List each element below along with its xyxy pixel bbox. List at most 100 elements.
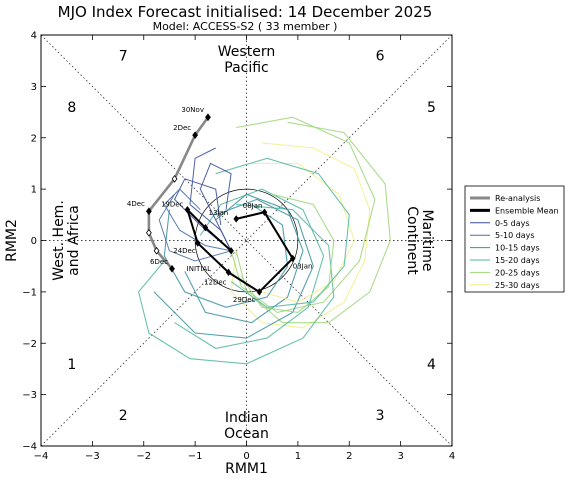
guide-diagonal-1	[40, 34, 453, 447]
legend-entry-label: 0-5 days	[495, 219, 530, 228]
y-tick-label: 1	[31, 185, 37, 196]
plot-area: 30Nov 2Dec 4Dec 6Dec INITIAL 19Dec 24Dec 12Dec…	[40, 34, 453, 447]
ensemble-member-line	[215, 157, 350, 308]
ensemble-member-line	[240, 193, 335, 313]
legend-entry-label: 15-20 days	[495, 256, 540, 265]
early-member-line	[158, 194, 232, 262]
phase-guide-lines	[40, 34, 453, 447]
ensemble-mean-date-label: 03Jan	[293, 262, 313, 270]
ensemble-mean-point	[261, 208, 268, 216]
ensemble-member-line	[184, 193, 304, 324]
chart-title: MJO Index Forecast initialised: 14 Decem…	[58, 3, 433, 21]
ensemble-member-line	[153, 198, 314, 339]
phase-number: 8	[67, 100, 76, 116]
ensemble-member-line	[251, 162, 355, 303]
ensemble-mean-date-label: 13Jan	[209, 209, 229, 217]
x-tick-label: −1	[188, 451, 203, 462]
x-tick-label: −3	[85, 451, 100, 462]
reanalysis-point	[171, 174, 178, 183]
reanalysis-date-label: 30Nov	[181, 106, 204, 114]
y-tick-label: −1	[22, 287, 37, 298]
legend-entry-label: Ensemble Mean	[495, 206, 559, 215]
reanalysis-point	[205, 113, 211, 122]
y-axis-label: RMM2	[4, 219, 20, 262]
phase-number: 3	[376, 408, 385, 424]
ensemble-mean-date-label: 08Jan	[243, 202, 263, 210]
ensemble-mean-point	[202, 223, 209, 232]
x-tick-label: 3	[397, 451, 403, 462]
region-label-left-line1: West. Hem.	[51, 200, 67, 281]
legend: Re-analysis Ensemble Mean 0-5 days 5-10 day…	[464, 185, 565, 293]
phase-number: 7	[119, 49, 128, 65]
region-label-right-line2: Continent	[404, 206, 420, 275]
reanalysis-date-label: 4Dec	[127, 200, 145, 208]
ensemble-mean-date-label: 29Dec	[233, 296, 256, 304]
y-tick-label: 2	[31, 133, 37, 144]
legend-entry-label: 20-25 days	[495, 268, 540, 277]
reanalysis-date-label: 6Dec	[150, 258, 168, 266]
ensemble-member-line	[230, 142, 371, 329]
y-tick-label: 3	[31, 82, 37, 93]
ensemble-member-line	[174, 188, 325, 349]
region-label-top-line1: Western	[218, 44, 275, 60]
reanalysis-point	[145, 207, 152, 216]
reanalysis-point	[145, 228, 152, 237]
early-member-line	[163, 188, 232, 252]
region-label-bottom-line2: Ocean	[224, 426, 269, 442]
phase-number: 1	[67, 357, 76, 373]
x-tick-label: −2	[136, 451, 151, 462]
legend-box	[464, 185, 565, 293]
legend-entry-label: 25-30 days	[495, 281, 540, 290]
early-member-line	[199, 162, 232, 252]
ensemble-mean-point	[233, 215, 240, 223]
y-tick-label: 4	[31, 31, 37, 42]
reanalysis-point	[192, 131, 199, 140]
ensemble-mean-date-label: 12Dec	[204, 278, 227, 286]
ensemble-mean-track: INITIAL 19Dec 24Dec 12Dec 29Dec 03Jan 08Jan 13J…	[161, 201, 312, 304]
ensemble-members	[137, 116, 391, 365]
ensemble-mean-date-label: INITIAL	[187, 265, 211, 273]
x-tick-label: 0	[243, 451, 249, 462]
ensemble-mean-point	[194, 239, 201, 247]
y-tick-label: −4	[22, 442, 37, 453]
legend-entry-label: 5-10 days	[495, 231, 535, 240]
phase-number: 4	[427, 357, 436, 373]
ensemble-mean-point	[256, 288, 263, 296]
x-axis-label: RMM1	[225, 461, 268, 477]
reanalysis-line	[147, 116, 210, 270]
y-tick-label: −3	[22, 390, 37, 401]
ensemble-mean-date-label: 19Dec	[161, 201, 184, 209]
ensemble-mean-point	[289, 254, 296, 263]
y-tick-label: −2	[22, 339, 37, 350]
region-label-left-line2: and Africa	[66, 205, 82, 276]
axes: −4 −3 −2 −1 0 1 2 3 4 −4 −3 −2 −1 0 1 2 3 4 RMM1 RMM2	[4, 31, 455, 478]
chart-subtitle: Model: ACCESS-S2 ( 33 member )	[153, 20, 338, 33]
reanalysis-point	[153, 246, 160, 255]
x-tick-label: 1	[295, 451, 301, 462]
region-label-top-line2: Pacific	[224, 60, 269, 76]
region-label-right-line1: Maritime	[419, 210, 435, 272]
x-tick-label: −4	[34, 451, 49, 462]
early-member-line	[189, 147, 232, 252]
phase-number: 6	[376, 49, 385, 65]
ensemble-mean-point	[184, 205, 191, 214]
x-tick-label: 2	[346, 451, 352, 462]
ensemble-mean-point	[225, 268, 232, 277]
region-labels: Western Pacific Indian Ocean West. Hem. …	[51, 44, 435, 442]
legend-entry-label: Re-analysis	[495, 194, 540, 203]
reanalysis-point	[169, 264, 175, 273]
phase-numbers: 1 2 3 4 5 6 7 8	[67, 49, 436, 425]
guide-diagonal-2	[40, 34, 453, 447]
phase-number: 2	[119, 408, 128, 424]
reanalysis-date-label: 2Dec	[173, 124, 191, 132]
y-tick-label: 0	[31, 236, 37, 247]
phase-number: 5	[427, 100, 436, 116]
y-axis-ticks: −4 −3 −2 −1 0 1 2 3 4	[22, 31, 452, 453]
ensemble-mean-date-label: 24Dec	[173, 247, 196, 255]
legend-entry-label: 10-15 days	[495, 244, 540, 253]
x-axis-ticks: −4 −3 −2 −1 0 1 2 3 4	[34, 35, 455, 462]
ensemble-mean-point	[228, 247, 234, 255]
x-tick-label: 4	[449, 451, 455, 462]
region-label-bottom-line1: Indian	[225, 410, 268, 426]
